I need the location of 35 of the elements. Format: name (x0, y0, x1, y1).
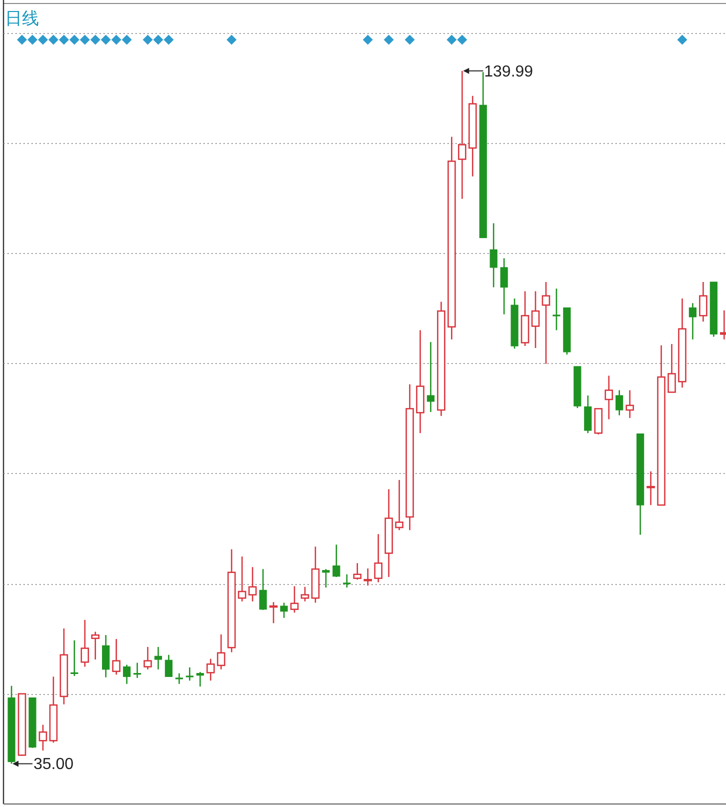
candlestick (374, 533, 382, 583)
candlestick (80, 619, 90, 668)
annotation: 35.00 (34, 756, 74, 774)
candlestick (531, 290, 540, 349)
chart-title: 日线 (5, 9, 39, 29)
candlestick (175, 672, 183, 685)
candlestick (437, 301, 446, 417)
candlestick (542, 281, 550, 364)
candlestick (699, 281, 708, 322)
candlestick (416, 330, 424, 434)
candlestick (604, 375, 614, 420)
candlestick (112, 638, 120, 676)
candlestick (468, 95, 477, 178)
candlestick (280, 602, 288, 619)
candlestick (384, 488, 393, 578)
candlestick (510, 298, 518, 350)
candlestick (406, 384, 414, 531)
candlestick (626, 390, 634, 419)
candlestick (395, 479, 404, 531)
candlestick (91, 631, 100, 660)
candlestick (259, 568, 267, 611)
candlestick (448, 136, 456, 340)
annotation: 139.99 (484, 63, 534, 80)
candlestick (216, 634, 226, 670)
candlestick (552, 288, 560, 331)
candlestick (28, 697, 36, 749)
candlestick (186, 666, 194, 682)
candlestick (364, 568, 372, 586)
candlestick (144, 646, 152, 670)
candlestick (563, 307, 571, 356)
candlestick (458, 70, 466, 200)
candlestick (500, 258, 508, 315)
candlestick (678, 298, 686, 388)
candlestick (206, 658, 215, 682)
candlestick (8, 685, 16, 764)
